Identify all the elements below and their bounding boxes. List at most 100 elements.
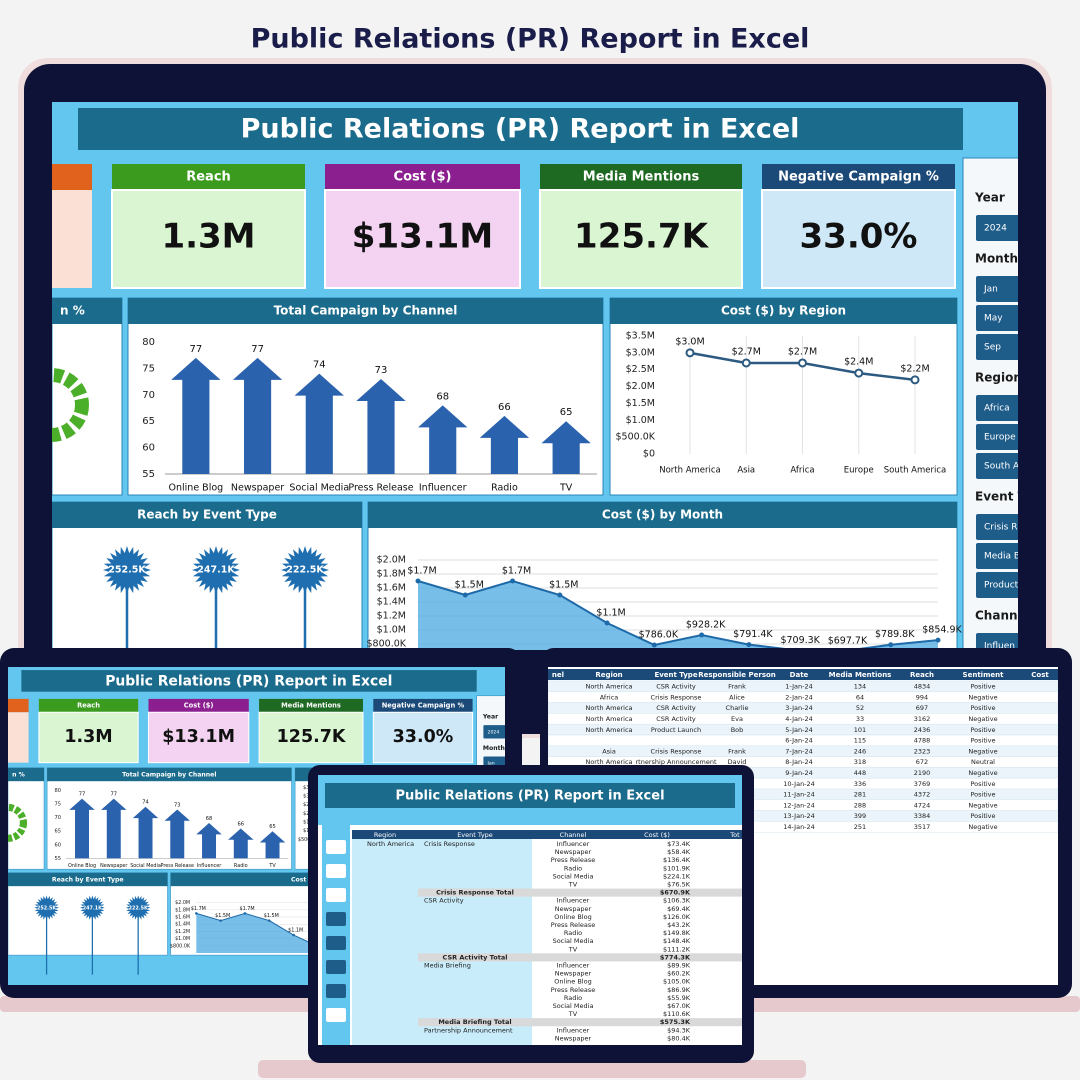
table-cell: 3-Jan-24 (785, 704, 812, 712)
table-cell: Negative (968, 823, 997, 831)
y-tick-label: $1.0M (175, 936, 190, 942)
slicer-item-label: Media B (984, 552, 1020, 562)
y-tick-label: 65 (142, 416, 155, 427)
pivot-channel: TV (568, 881, 578, 889)
slicer-item (976, 276, 1018, 302)
table-cell: 101 (854, 726, 866, 734)
pivot-channel: Radio (564, 929, 582, 937)
panel-title-bar (52, 502, 362, 528)
data-label: 247.1K (197, 565, 235, 576)
data-label: $3.0M (675, 336, 704, 347)
kpi-card-body (324, 189, 521, 289)
y-tick-label: 55 (142, 469, 155, 480)
pivot-cost: $149.8K (663, 929, 691, 937)
table-cell: 697 (916, 704, 928, 712)
x-tick-label: South America (884, 466, 946, 476)
slicer-item-label: South A (984, 462, 1020, 472)
pivot-cost: $136.4K (663, 856, 691, 864)
area-point (195, 912, 198, 915)
table-cell: 2436 (914, 726, 931, 734)
gear (8, 803, 28, 842)
table-cell: CSR Activity (656, 683, 696, 691)
pivot-cost: $58.4K (667, 848, 691, 856)
slicer-title: Month (483, 745, 505, 752)
table-cell: rtnership Announcement (636, 758, 717, 766)
data-label: 73 (174, 802, 181, 808)
y-tick-label: 60 (142, 443, 155, 454)
x-tick-label: Newspaper (100, 863, 127, 869)
kpi-label: Media Mentions (281, 702, 341, 710)
pivot-channel: Online Blog (554, 978, 591, 986)
kpi-label: Media Mentions (583, 170, 700, 185)
table-cell: 64 (856, 693, 864, 701)
panel-title-bar (8, 872, 168, 887)
table-cell: Eva (731, 715, 743, 723)
table-cell: 399 (854, 812, 866, 820)
data-label: 68 (436, 391, 449, 402)
pivot-total-label: CSR Activity Total (443, 953, 508, 961)
data-label: 252.5K (108, 565, 146, 576)
table-cell: Crisis Response (651, 693, 702, 701)
y-tick-label: 80 (142, 337, 155, 348)
panel-title: Reach by Event Type (137, 508, 277, 522)
table-cell: Positive (970, 726, 995, 734)
y-tick-label: $1.2M (377, 611, 406, 622)
pivot-region: North America (367, 840, 414, 848)
kpi-card-header (373, 698, 473, 713)
slicer-item (976, 334, 1018, 360)
slicer-item-label: Product (984, 581, 1019, 591)
table-cell: 134 (854, 683, 866, 691)
row-label-fill (352, 839, 532, 1045)
table-cell: Neutral (971, 758, 995, 766)
table-cell: Positive (970, 737, 995, 745)
slicer-item (976, 514, 1018, 540)
kpi-label: Cost ($) (394, 170, 452, 185)
slicer-item (976, 215, 1018, 241)
pivot-channel: Radio (564, 864, 582, 872)
y-tick-label: $1.6M (175, 915, 190, 921)
table-cell: 318 (854, 758, 866, 766)
kpi-value: $13.1M (352, 217, 493, 257)
slicer-item (976, 543, 1018, 569)
y-tick-label: $1.4M (175, 922, 190, 928)
table-cell: North America (585, 715, 632, 723)
x-tick-label: Online Blog (169, 483, 224, 494)
starburst (103, 546, 151, 594)
table-cell: 448 (854, 769, 866, 777)
area-point (888, 642, 894, 648)
line-point (910, 375, 920, 385)
y-tick-label: $1.8M (175, 907, 190, 913)
table-row (548, 821, 1058, 833)
table-cell: Positive (970, 683, 995, 691)
slicer-item-label: Africa (984, 404, 1010, 414)
pivot-column-header: Channel (560, 831, 587, 839)
table-cell: 4372 (914, 791, 931, 799)
gear (52, 368, 89, 442)
pivot-channel: Influencer (557, 962, 590, 970)
column-header: Media Mentions (829, 671, 892, 679)
pivot-cost: $224.1K (663, 872, 691, 880)
y-tick-label: $800.0K (367, 639, 407, 650)
x-tick-label: Social Media (130, 863, 161, 869)
x-tick-label: North America (659, 466, 721, 476)
arrow-bar (171, 357, 221, 474)
line-point (741, 358, 751, 368)
table-cell: 4-Jan-24 (785, 715, 812, 723)
starburst (80, 895, 105, 921)
slicer-item-label: Jan (487, 761, 495, 767)
pivot-channel: Influencer (557, 1026, 590, 1034)
starburst (281, 546, 329, 594)
filter-icon (326, 840, 346, 854)
dashboard-header: Public Relations (PR) Report in Excel (241, 114, 800, 145)
pivot-cost: $101.9K (663, 864, 691, 872)
pivot-screen: Public Relations (PR) Report in Excel Reg… (318, 775, 742, 1045)
pivot-channel: TV (568, 1010, 578, 1018)
x-tick-label: TV (559, 483, 573, 494)
area-point (935, 637, 941, 643)
table-cell: Charlie (726, 704, 749, 712)
slicer-item (976, 305, 1018, 331)
table-cell: 8-Jan-24 (785, 758, 812, 766)
slicer-title: Year (974, 191, 1005, 205)
panel-title-bar (47, 767, 292, 782)
dashboard-header: Public Relations (PR) Report in Excel (105, 673, 392, 689)
